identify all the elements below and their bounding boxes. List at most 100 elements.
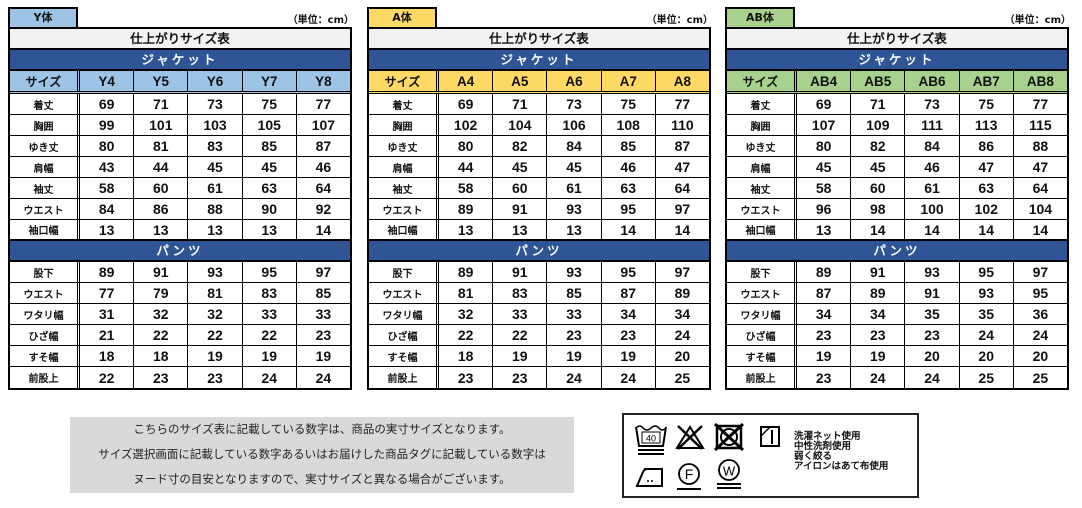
size-header: AB4 (797, 71, 852, 91)
measure-value: 24 (243, 367, 297, 388)
table-row: 袖丈 58 60 61 63 64 (369, 178, 709, 199)
measure-value: 89 (80, 262, 135, 282)
measure-label: ひざ幅 (10, 325, 80, 345)
measure-value: 24 (905, 367, 960, 388)
measure-value: 77 (80, 283, 135, 303)
table-row: ひざ幅 23 23 23 24 24 (727, 325, 1067, 346)
measure-value: 14 (674, 221, 691, 238)
measure-value: 75 (960, 94, 1014, 114)
measure-value: 79 (134, 283, 189, 303)
measure-value: 23 (905, 325, 960, 345)
measure-value: 34 (674, 306, 691, 322)
measure-value: 22 (439, 325, 494, 345)
table-row: ひざ幅 21 22 22 22 23 (10, 325, 350, 346)
measure-value: 33 (493, 304, 548, 324)
section-jacket: ジャケット (369, 50, 709, 71)
measure-value: 22 (243, 325, 297, 345)
care-line: 弱く絞る (794, 451, 833, 462)
size-header: Y4 (80, 71, 135, 91)
size-label: サイズ (727, 71, 797, 91)
measure-value: 45 (188, 157, 243, 177)
table-row: 袖丈 58 60 61 63 64 (727, 178, 1067, 199)
measure-value: 99 (80, 115, 135, 135)
measure-value: 19 (797, 346, 852, 366)
measure-value: 106 (547, 115, 602, 135)
measure-value: 13 (797, 220, 852, 239)
measure-value: 23 (188, 367, 243, 388)
table-row: 袖口幅 13 14 14 14 14 (727, 220, 1067, 241)
body-type-tag: AB体 (725, 7, 795, 27)
svg-text:F: F (685, 466, 694, 482)
measure-value: 14 (960, 220, 1014, 239)
measure-value: 64 (1032, 180, 1049, 196)
section-pants: パンツ (10, 241, 350, 262)
measure-value: 108 (602, 115, 656, 135)
measure-value: 13 (547, 220, 602, 239)
measure-value: 93 (547, 199, 602, 219)
measure-value: 23 (797, 367, 852, 388)
measure-label: 肩幅 (369, 157, 439, 177)
table-row: ウエスト 84 86 88 90 92 (10, 199, 350, 220)
table-row: ウエスト 77 79 81 83 85 (10, 283, 350, 304)
measure-value: 81 (188, 283, 243, 303)
measure-value: 87 (674, 138, 691, 154)
measure-value: 104 (493, 115, 548, 135)
measure-value: 47 (960, 157, 1014, 177)
measure-label: 着丈 (727, 94, 797, 114)
measure-value: 84 (547, 136, 602, 156)
measure-value: 20 (960, 346, 1014, 366)
size-label: サイズ (10, 71, 80, 91)
size-header: AB7 (960, 71, 1014, 91)
measure-label: 着丈 (369, 94, 439, 114)
measure-value: 24 (547, 367, 602, 388)
no-tumble-dry-icon (714, 423, 744, 451)
table-row: 胸囲 107 109 111 113 115 (727, 115, 1067, 136)
measure-label: ひざ幅 (369, 325, 439, 345)
table-row: ウエスト 81 83 85 87 89 (369, 283, 709, 304)
measure-value: 77 (1032, 96, 1049, 112)
measure-label: 胸囲 (10, 115, 80, 135)
measure-value: 96 (797, 199, 852, 219)
table-row: 着丈 69 71 73 75 77 (369, 94, 709, 115)
measure-value: 75 (243, 94, 297, 114)
measure-value: 95 (602, 199, 656, 219)
note-line: ヌード寸の目安となりますので、実寸サイズと異なる場合がございます。 (133, 472, 511, 486)
table-row: 前股上 23 23 24 24 25 (369, 367, 709, 388)
measure-value: 81 (439, 283, 494, 303)
measure-value: 23 (315, 327, 332, 343)
table-row: すそ幅 19 19 20 20 20 (727, 346, 1067, 367)
wash-40-gentle-icon: 40 (635, 425, 667, 455)
measure-value: 47 (1032, 159, 1049, 175)
measure-value: 95 (243, 262, 297, 282)
dry-clean-f-icon: F (677, 463, 701, 490)
measure-value: 25 (1032, 369, 1049, 386)
measure-value: 13 (243, 220, 297, 239)
measure-label: 胸囲 (727, 115, 797, 135)
measure-label: ワタリ幅 (10, 304, 80, 324)
measure-value: 93 (960, 283, 1014, 303)
section-pants: パンツ (727, 241, 1067, 262)
measure-value: 63 (243, 178, 297, 198)
size-header: A7 (602, 71, 656, 91)
table-row: 前股上 22 23 23 24 24 (10, 367, 350, 388)
measure-value: 104 (1028, 201, 1053, 217)
measure-value: 103 (188, 115, 243, 135)
measure-value: 92 (315, 201, 332, 217)
measure-value: 85 (315, 285, 332, 301)
measure-value: 91 (493, 199, 548, 219)
measure-value: 21 (80, 325, 135, 345)
measure-label: 股下 (10, 262, 80, 282)
measure-value: 22 (493, 325, 548, 345)
measure-value: 85 (243, 136, 297, 156)
section-jacket: ジャケット (727, 50, 1067, 71)
size-header: A6 (547, 71, 602, 91)
measure-value: 80 (80, 136, 135, 156)
measure-value: 93 (188, 262, 243, 282)
measure-value: 80 (439, 136, 494, 156)
measure-value: 73 (188, 94, 243, 114)
measure-value: 19 (243, 346, 297, 366)
measure-value: 46 (905, 157, 960, 177)
measure-value: 58 (80, 178, 135, 198)
measure-value: 75 (602, 94, 656, 114)
measure-value: 95 (960, 262, 1014, 282)
